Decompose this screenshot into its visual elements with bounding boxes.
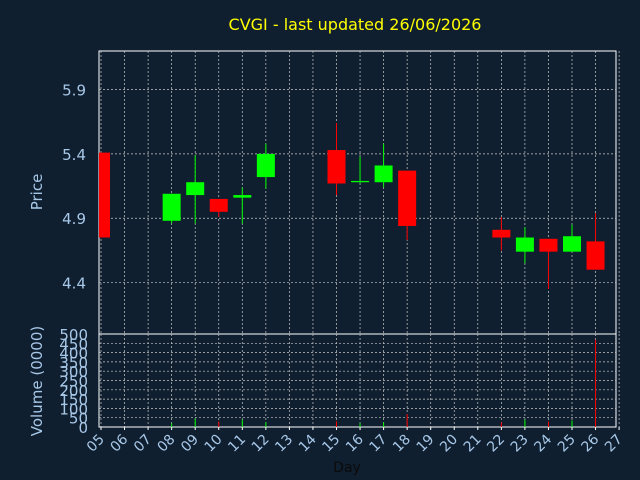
volume-tick-label: 500: [59, 326, 88, 344]
candle-body-11: [233, 195, 252, 198]
candle-body-26: [586, 241, 605, 270]
price-tick-label: 5.9: [62, 82, 86, 100]
candle-body-24: [539, 238, 558, 252]
price-tick-label: 4.9: [62, 210, 86, 228]
candle-body-23: [515, 237, 534, 252]
chart-title: CVGI - last updated 26/06/2026: [229, 15, 482, 34]
volume-tick-label: 0: [78, 419, 88, 437]
price-axis-ticks: 4.4 4.9 5.4 5.9: [62, 82, 86, 293]
price-axis-label: Price: [28, 174, 46, 211]
volume-tick-label: 400: [59, 345, 88, 363]
day-axis-label: Day: [333, 460, 361, 476]
price-panel: 4.4 4.9 5.4 5.9 Price: [28, 50, 620, 335]
candle-body-22: [492, 229, 511, 238]
candle-body-17: [374, 165, 393, 183]
volume-tick-label: 150: [59, 391, 88, 409]
candle-body-08: [162, 193, 181, 221]
candle-body-10: [209, 198, 228, 212]
price-tick-label: 4.4: [62, 275, 86, 293]
candle-body-16: [351, 180, 370, 183]
volume-tick-label: 300: [59, 363, 88, 381]
day-axis-ticks: 05 06 07 08 09 10 11 12 13 14 15 16 17 18 19 20 21 22 23 24…: [84, 427, 626, 455]
volume-tick-label: 100: [59, 400, 88, 418]
candle-body-09: [186, 182, 205, 196]
price-plot-area: [98, 50, 617, 335]
volume-tick-label: 350: [59, 354, 88, 372]
volume-tick-label: 50: [69, 410, 88, 428]
volume-tick-label: 200: [59, 382, 88, 400]
candle-body-05: [99, 152, 110, 238]
candle-body-15: [327, 150, 346, 184]
volume-tick-label: 250: [59, 373, 88, 391]
candle-body-25: [563, 236, 581, 252]
volume-axis-label: Volume (0000): [28, 326, 46, 436]
candles-group: [99, 123, 605, 289]
volume-bars-group: [171, 339, 597, 427]
candle-body-12: [256, 153, 275, 178]
volume-tick-label: 450: [59, 335, 88, 353]
volume-plot-area: [98, 333, 617, 428]
candle-body-18: [398, 170, 417, 226]
price-tick-label: 5.4: [62, 146, 86, 164]
volume-grid: [99, 334, 620, 427]
